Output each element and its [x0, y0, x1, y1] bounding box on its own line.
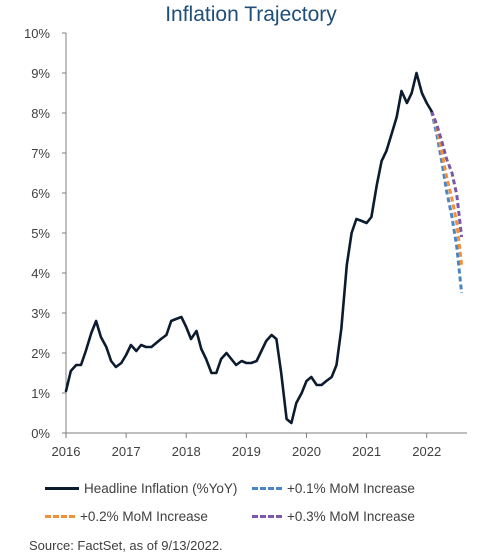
legend-swatch-plus-0-2: [45, 515, 75, 518]
series-line-2: [430, 110, 464, 266]
series-line-0: [64, 71, 433, 425]
legend-swatch-plus-0-3: [252, 515, 282, 518]
series-line-3: [430, 110, 464, 238]
x-tick-label: 2022: [412, 444, 441, 459]
legend-label-plus-0-1: +0.1% MoM Increase: [287, 481, 415, 496]
legend-item-plus-0-1[interactable]: +0.1% MoM Increase: [252, 481, 415, 496]
y-tick-label: 4%: [31, 266, 50, 281]
y-tick-label: 2%: [31, 346, 50, 361]
x-tick-label: 2016: [52, 444, 81, 459]
y-tick-label: 5%: [31, 226, 50, 241]
legend-label-plus-0-3: +0.3% MoM Increase: [287, 509, 415, 524]
legend-item-headline[interactable]: Headline Inflation (%YoY): [45, 481, 237, 496]
y-tick-label: 7%: [31, 146, 50, 161]
y-tick-label: 6%: [31, 186, 50, 201]
y-tick-label: 10%: [24, 26, 50, 41]
legend-item-plus-0-3[interactable]: +0.3% MoM Increase: [252, 509, 415, 524]
legend-item-plus-0-2[interactable]: +0.2% MoM Increase: [45, 509, 208, 524]
series-lines: [64, 71, 464, 425]
axes: [62, 32, 467, 438]
x-tick-label: 2017: [112, 444, 141, 459]
y-tick-label: 8%: [31, 106, 50, 121]
line-chart: 0% 1% 2% 3% 4% 5% 6% 7% 8% 9% 10% 2016 2017 2018 2019…: [24, 26, 467, 459]
legend-swatch-plus-0-1: [252, 487, 282, 490]
x-tick-labels: 2016 2017 2018 2019 2020 2021 2022: [52, 444, 442, 459]
chart-title: Inflation Trajectory: [165, 3, 337, 26]
y-tick-label: 1%: [31, 386, 50, 401]
y-tick-label: 9%: [31, 66, 50, 81]
y-tick-labels: 0% 1% 2% 3% 4% 5% 6% 7% 8% 9% 10%: [24, 26, 50, 441]
y-tick-label: 0%: [31, 426, 50, 441]
x-tick-label: 2018: [172, 444, 201, 459]
legend-swatch-headline: [45, 487, 79, 490]
legend-label-headline: Headline Inflation (%YoY): [84, 481, 238, 496]
y-tick-label: 3%: [31, 306, 50, 321]
legend-label-plus-0-2: +0.2% MoM Increase: [80, 509, 208, 524]
series-line-1: [430, 110, 464, 294]
source-note: Source: FactSet, as of 9/13/2022.: [29, 538, 223, 553]
x-tick-label: 2021: [352, 444, 381, 459]
x-tick-label: 2019: [232, 444, 261, 459]
x-tick-label: 2020: [292, 444, 321, 459]
